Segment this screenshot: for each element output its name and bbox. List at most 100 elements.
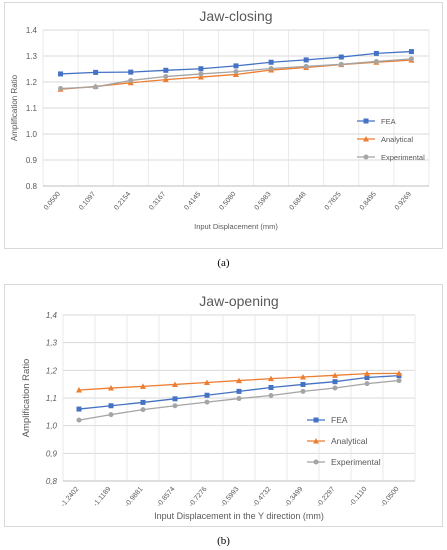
x-tick-label: -0.4732 — [252, 486, 273, 509]
x-axis-title: Input Displacement (mm) — [194, 222, 278, 231]
data-point-fea — [93, 69, 99, 75]
data-point-experimental — [58, 86, 64, 91]
legend-marker-analytical — [313, 438, 319, 444]
y-tick-label: 0.8 — [26, 182, 38, 191]
data-point-experimental — [172, 403, 178, 409]
data-point-experimental — [303, 63, 309, 69]
legend-marker-fea — [363, 118, 369, 124]
data-point-fea — [128, 69, 134, 75]
chart-panel-jaw-opening: Jaw-opening 0,8 0,9 1,0 1,1 1,2 1,3 1,4 -1.2402-… — [4, 284, 443, 527]
data-point-fea — [140, 399, 146, 405]
y-tick-label: 1.2 — [26, 78, 38, 87]
data-point-experimental — [408, 56, 414, 62]
chart-title: Jaw-closing — [199, 8, 272, 24]
data-point-experimental — [268, 393, 274, 399]
y-tick-label: 1,0 — [46, 422, 58, 431]
y-axis-title: Amplification Ratio — [21, 359, 32, 438]
data-point-analytical — [332, 372, 338, 378]
x-tick-label: -0.1110 — [349, 486, 369, 508]
data-point-fea — [108, 403, 114, 409]
data-point-experimental — [140, 407, 146, 413]
data-point-analytical — [236, 377, 242, 384]
data-point-fea — [303, 57, 309, 63]
data-point-experimental — [300, 388, 306, 394]
y-tick-label: 1,3 — [46, 339, 58, 348]
y-axis-title: Amplification Ratio — [10, 74, 19, 141]
data-point-analytical — [172, 381, 178, 387]
y-tick-label: 1,1 — [46, 394, 57, 403]
legend-marker-fea — [313, 417, 319, 423]
data-point-fea — [233, 63, 239, 69]
data-point-experimental — [163, 74, 169, 80]
legend-label-experimental: Experimental — [331, 457, 381, 467]
x-tick-label: 0.3167 — [148, 191, 167, 212]
data-point-experimental — [236, 396, 242, 402]
data-point-fea — [300, 381, 306, 387]
legend-marker-experimental — [363, 154, 369, 160]
data-point-analytical — [197, 74, 204, 80]
data-point-experimental — [364, 381, 370, 387]
data-point-experimental — [76, 417, 82, 423]
data-point-fea — [373, 50, 379, 56]
data-point-experimental — [338, 61, 344, 67]
x-tick-label: 0.0500 — [43, 191, 62, 212]
x-tick-label: -0.7276 — [188, 486, 209, 509]
x-tick-label: -1.1189 — [92, 486, 112, 508]
data-point-analytical — [396, 370, 402, 376]
x-tick-label: -0.5993 — [220, 486, 241, 509]
x-tick-label: -1.2402 — [60, 486, 81, 509]
data-point-analytical — [140, 383, 146, 389]
y-tick-label: 0.9 — [26, 156, 38, 165]
data-point-fea — [408, 49, 414, 55]
legend-label-analytical: Analytical — [331, 436, 367, 446]
data-point-experimental — [198, 71, 204, 77]
data-point-fea — [204, 392, 210, 398]
y-tick-label: 1.0 — [26, 130, 38, 139]
y-tick-label: 0,9 — [46, 449, 58, 458]
data-point-analytical — [204, 379, 210, 386]
data-point-fea — [58, 71, 64, 77]
x-tick-label: 0.4145 — [183, 191, 202, 212]
data-point-fea — [338, 54, 344, 60]
chart-jaw-closing: Jaw-closing 0.8 0.9 1.0 1.1 1.2 1.3 1.4 0.0500 0.… — [10, 8, 430, 231]
legend-marker-experimental — [313, 459, 319, 465]
data-point-fea — [268, 384, 274, 390]
data-point-fea — [236, 388, 242, 394]
data-point-fea — [268, 59, 274, 65]
legend-marker-analytical — [363, 136, 369, 142]
x-tick-label: -0.2297 — [316, 486, 337, 509]
data-point-experimental — [332, 385, 338, 391]
data-point-fea — [198, 66, 204, 72]
y-tick-label: 0,8 — [46, 477, 58, 486]
figure-label-b: (b) — [217, 535, 230, 547]
x-tick-label: 0.5983 — [253, 191, 272, 212]
data-point-experimental — [268, 65, 274, 71]
y-tick-label: 1.1 — [26, 104, 38, 113]
data-point-analytical — [233, 71, 239, 77]
data-point-analytical — [364, 370, 370, 377]
data-point-fea — [163, 67, 169, 73]
legend-label-analytical: Analytical — [381, 135, 413, 144]
data-point-analytical — [76, 386, 82, 393]
data-point-experimental — [233, 69, 239, 75]
legend-label-fea: FEA — [331, 415, 348, 425]
x-tick-label: 0.2154 — [113, 191, 132, 212]
x-tick-label: -0.0500 — [380, 486, 401, 509]
x-tick-label: 0.7825 — [324, 191, 343, 212]
data-point-experimental — [108, 412, 114, 418]
data-point-fea — [172, 396, 178, 402]
data-point-experimental — [204, 399, 210, 405]
data-point-experimental — [396, 378, 402, 384]
data-point-experimental — [373, 58, 379, 64]
x-tick-label: -0.8574 — [156, 486, 177, 509]
figure-label-a: (a) — [217, 257, 230, 269]
y-tick-label: 1.3 — [26, 52, 38, 61]
data-point-fea — [76, 406, 82, 412]
data-point-experimental — [93, 84, 99, 90]
x-tick-label: 0.6848 — [289, 191, 308, 212]
chart-jaw-opening: Jaw-opening0,80,91,01,11,21,31,4-1.2402-… — [21, 293, 416, 521]
legend-label-experimental: Experimental — [381, 153, 425, 162]
data-point-analytical — [300, 373, 306, 380]
data-point-analytical — [108, 385, 114, 391]
legend-label-fea: FEA — [381, 117, 396, 126]
